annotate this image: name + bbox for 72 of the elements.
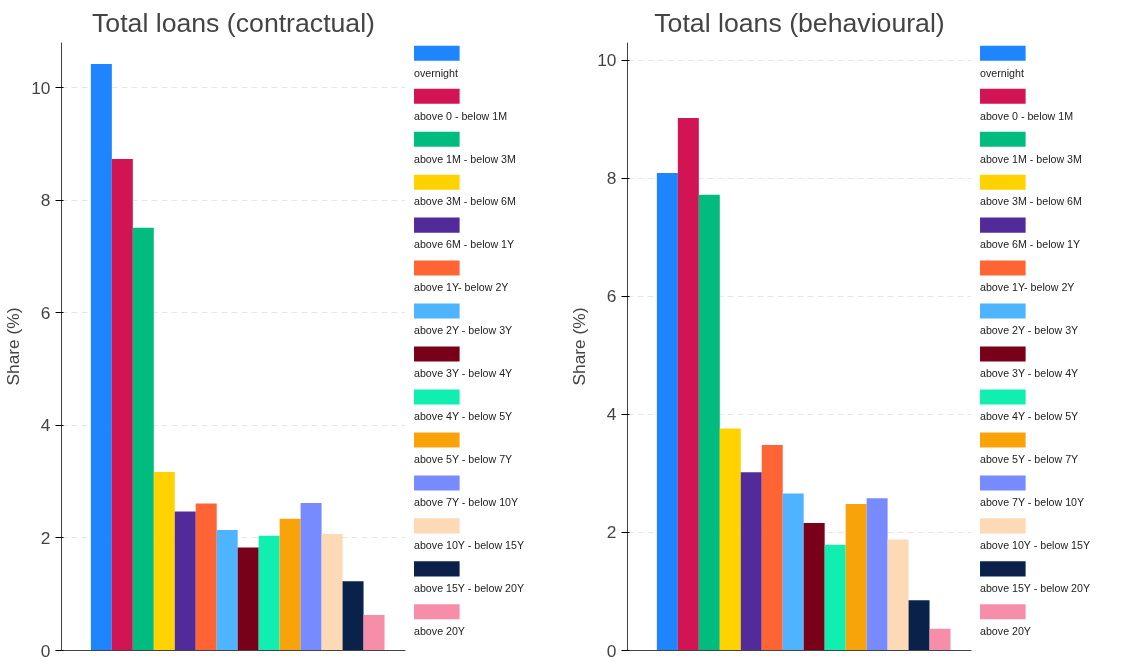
legend-label: above 6M - below 1Y xyxy=(980,238,1081,251)
y-tick-label: 10 xyxy=(597,50,617,71)
y-tick-label: 10 xyxy=(31,77,51,98)
legend-label: above 2Y - below 3Y xyxy=(414,324,513,337)
legend-label: above 10Y - below 15Y xyxy=(980,539,1091,552)
y-tick-label: 2 xyxy=(40,527,51,548)
bar xyxy=(866,498,888,651)
bar xyxy=(216,530,238,651)
y-tick-label: 4 xyxy=(606,404,617,425)
bar xyxy=(111,159,133,651)
bar xyxy=(719,428,741,651)
bar xyxy=(174,511,196,651)
legend-label: above 3Y - below 4Y xyxy=(414,367,513,380)
y-axis-title: Share (%) xyxy=(569,307,590,386)
bar xyxy=(887,539,909,651)
legend-label: above 3Y - below 4Y xyxy=(980,367,1079,380)
y-tick-label: 4 xyxy=(40,415,51,436)
bar xyxy=(342,581,364,651)
legend-label: above 0 - below 1M xyxy=(414,109,508,122)
y-tick-label: 8 xyxy=(606,168,617,189)
bar xyxy=(237,547,259,651)
y-axis-title: Share (%) xyxy=(3,307,24,386)
legend-label: above 1Y- below 2Y xyxy=(414,281,509,294)
bar xyxy=(698,194,720,651)
bar xyxy=(803,523,825,651)
chart-title: Total loans (behavioural) xyxy=(654,7,945,38)
legend-label: above 4Y - below 5Y xyxy=(980,410,1079,423)
legend-label: above 1Y- below 2Y xyxy=(980,281,1075,294)
legend-label: above 3M - below 6M xyxy=(980,195,1082,208)
legend-label: above 15Y - below 20Y xyxy=(980,582,1091,595)
bar xyxy=(132,227,154,651)
bar xyxy=(195,503,217,651)
y-tick-label: 6 xyxy=(40,302,51,323)
legend-label: above 7Y - below 10Y xyxy=(414,496,519,509)
y-tick-label: 2 xyxy=(606,522,617,543)
y-tick-label: 0 xyxy=(40,640,51,661)
bar xyxy=(656,172,678,651)
bar xyxy=(90,63,112,651)
bar xyxy=(782,493,804,651)
legend-label: overnight xyxy=(414,66,458,79)
legend-label: above 1M - below 3M xyxy=(980,152,1082,165)
y-tick-label: 6 xyxy=(606,286,617,307)
legend-label: above 2Y - below 3Y xyxy=(980,324,1079,337)
legend-label: above 20Y xyxy=(414,625,465,638)
legend-label: above 5Y - below 7Y xyxy=(414,453,513,466)
bar xyxy=(761,445,783,651)
bar xyxy=(677,118,699,651)
legend-label: above 15Y - below 20Y xyxy=(414,582,525,595)
bar xyxy=(279,518,301,651)
bar xyxy=(908,600,930,651)
legend-label: above 10Y - below 15Y xyxy=(414,539,525,552)
bar xyxy=(363,615,385,651)
bar xyxy=(929,628,951,651)
bar xyxy=(845,504,867,651)
legend-label: above 6M - below 1Y xyxy=(414,238,515,251)
legend-label: overnight xyxy=(980,66,1024,79)
legend-label: above 1M - below 3M xyxy=(414,152,516,165)
bar xyxy=(300,503,322,651)
bar xyxy=(824,544,846,651)
bar xyxy=(740,472,762,651)
y-tick-label: 0 xyxy=(606,640,617,661)
legend-label: above 7Y - below 10Y xyxy=(980,496,1085,509)
bar xyxy=(153,472,175,651)
legend-label: above 5Y - below 7Y xyxy=(980,453,1079,466)
legend-label: above 3M - below 6M xyxy=(414,195,516,208)
chart-title: Total loans (contractual) xyxy=(92,7,376,38)
legend-label: above 20Y xyxy=(980,625,1031,638)
legend-label: above 0 - below 1M xyxy=(980,109,1074,122)
y-tick-label: 8 xyxy=(40,190,51,211)
bar xyxy=(321,533,343,651)
legend-label: above 4Y - below 5Y xyxy=(414,410,513,423)
bar xyxy=(258,535,280,651)
